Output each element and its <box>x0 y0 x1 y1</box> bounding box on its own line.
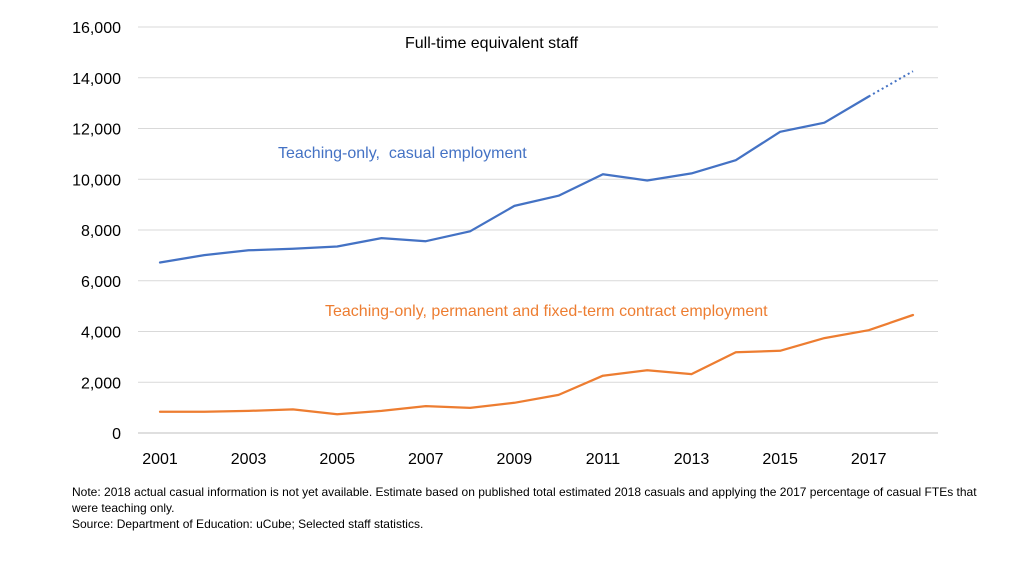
x-tick-label: 2003 <box>231 451 267 468</box>
x-tick-label: 2001 <box>142 451 178 468</box>
x-tick-label: 2015 <box>762 451 798 468</box>
series-label-permanent: Teaching-only, permanent and fixed-term … <box>325 303 768 320</box>
y-tick-label: 2,000 <box>81 375 121 392</box>
x-tick-label: 2017 <box>851 451 887 468</box>
x-tick-label: 2009 <box>497 451 533 468</box>
x-axis-tick-labels: 2001 2003 2005 2007 2009 2011 2013 2015 2017 <box>142 451 886 468</box>
chart-title: Full-time equivalent staff <box>405 35 579 52</box>
y-tick-label: 8,000 <box>81 223 121 240</box>
x-tick-label: 2013 <box>674 451 710 468</box>
x-tick-label: 2011 <box>586 451 621 468</box>
series-label-casual: Teaching-only, casual employment <box>278 145 527 162</box>
chart-notes: Note: 2018 actual casual information is … <box>72 484 1002 532</box>
series-line-1 <box>158 313 915 416</box>
note-text: Note: 2018 actual casual information is … <box>72 485 977 515</box>
y-tick-label: 16,000 <box>72 20 121 37</box>
y-tick-label: 0 <box>112 426 121 443</box>
y-tick-label: 4,000 <box>81 325 121 342</box>
gridlines <box>138 26 938 383</box>
y-tick-label: 14,000 <box>72 71 121 88</box>
series-line-0 <box>158 95 870 264</box>
y-tick-label: 6,000 <box>81 274 121 291</box>
series-lines <box>158 70 915 416</box>
source-text: Source: Department of Education: uCube; … <box>72 517 424 531</box>
y-tick-label: 10,000 <box>72 172 121 189</box>
line-chart: 0 2,000 4,000 6,000 8,000 10,000 12,000 14,000 1… <box>72 20 938 468</box>
y-tick-label: 12,000 <box>72 122 121 139</box>
x-tick-label: 2005 <box>319 451 355 468</box>
x-tick-label: 2007 <box>408 451 444 468</box>
y-axis-tick-labels: 0 2,000 4,000 6,000 8,000 10,000 12,000 14,000 1… <box>72 20 121 443</box>
series-estimate-line-0 <box>868 70 914 98</box>
